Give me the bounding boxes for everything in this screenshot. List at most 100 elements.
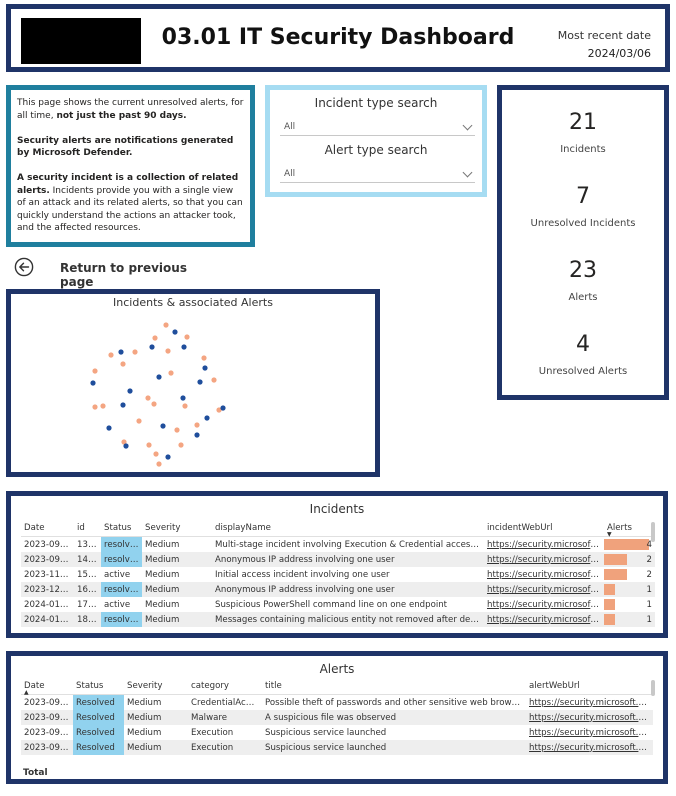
alert-node[interactable] <box>182 403 188 409</box>
alert-node[interactable] <box>178 442 184 448</box>
alert-node[interactable] <box>145 395 151 401</box>
alerts-column-header[interactable]: category <box>188 678 262 695</box>
incident-node[interactable] <box>127 388 133 394</box>
table-cell[interactable]: https://security.microsoft.com/incidents… <box>484 552 604 567</box>
alert-node[interactable] <box>121 439 127 445</box>
table-cell[interactable]: https://security.microsoft.com/alerts/1 <box>529 697 653 708</box>
incidents-column-header[interactable]: incidentWebUrl <box>484 520 604 537</box>
alert-node[interactable] <box>184 334 190 340</box>
table-row[interactable]: 2023-09-29 1428 resolved Medium Anonymous IP… <box>21 552 655 567</box>
incident-node[interactable] <box>149 344 155 350</box>
incidents-column-header[interactable]: Status <box>101 520 142 537</box>
header-banner: 03.01 IT Security Dashboard Most recent … <box>6 4 670 72</box>
incident-node[interactable] <box>106 425 112 431</box>
alert-node[interactable] <box>146 442 152 448</box>
incident-node[interactable] <box>120 402 126 408</box>
table-cell: 2023-12-15 <box>21 582 74 597</box>
alert-node[interactable] <box>136 418 142 424</box>
table-cell: 1428 <box>74 552 101 567</box>
alert-node[interactable] <box>163 322 169 328</box>
table-row[interactable]: 2024-01-12 1788 active Medium Suspicious Pow… <box>21 597 655 612</box>
table-cell: Medium <box>124 740 188 755</box>
kpi-incidents-value: 21 <box>569 110 597 135</box>
return-button[interactable]: Return to previous page <box>14 257 214 289</box>
alert-node[interactable] <box>92 368 98 374</box>
incidents-column-header[interactable]: Alerts ▼ <box>604 520 655 538</box>
incident-node[interactable] <box>172 329 178 335</box>
incident-node[interactable] <box>123 443 129 449</box>
incident-type-dropdown[interactable]: All <box>280 119 475 136</box>
incident-node[interactable] <box>194 432 200 438</box>
incident-node[interactable] <box>197 379 203 385</box>
alerts-column-header[interactable]: Severity <box>124 678 188 695</box>
incident-node[interactable] <box>202 365 208 371</box>
table-cell[interactable]: https://security.microsoft.com/incidents… <box>487 569 604 580</box>
alert-node[interactable] <box>100 403 106 409</box>
alerts-column-header[interactable]: Status <box>73 678 124 695</box>
table-cell: 2023-09-14 <box>21 740 73 755</box>
table-cell[interactable]: https://security.microsoft.com/alerts/2 <box>526 710 653 725</box>
alert-node[interactable] <box>201 355 207 361</box>
alert-node[interactable] <box>120 361 126 367</box>
chevron-down-icon <box>462 120 473 131</box>
table-cell: Possible theft of passwords and other se… <box>265 697 526 708</box>
table-row[interactable]: 2023-11-07 1529 active Medium Initial access… <box>21 567 655 582</box>
table-row[interactable]: 2024-01-17 1811 resolved Medium Messages con… <box>21 612 655 627</box>
alert-node[interactable] <box>153 451 159 457</box>
table-cell[interactable]: https://security.microsoft.com/alerts/3 <box>529 727 653 738</box>
alerts-column-header[interactable]: title <box>262 678 526 695</box>
alert-node[interactable] <box>152 335 158 341</box>
table-cell[interactable]: https://security.microsoft.com/incidents… <box>487 539 604 550</box>
alert-node[interactable] <box>216 407 222 413</box>
table-row[interactable]: 2023-09-14 Resolved Medium CredentialAccess… <box>21 694 653 710</box>
incidents-column-header[interactable]: Date <box>21 520 74 537</box>
incidents-column-header[interactable]: id <box>74 520 101 537</box>
incidents-column-header[interactable]: Severity <box>142 520 212 537</box>
incident-node[interactable] <box>160 423 166 429</box>
table-row[interactable]: 2023-09-14 Resolved Medium Malware A suspici… <box>21 710 653 725</box>
alert-node[interactable] <box>174 427 180 433</box>
alerts-count-cell: 1 <box>604 597 655 612</box>
table-cell[interactable]: https://security.microsoft.com/incidents… <box>484 612 604 627</box>
filter-panel: Incident type search All Alert type sear… <box>265 85 487 197</box>
alert-node[interactable] <box>151 401 157 407</box>
incident-node[interactable] <box>156 374 162 380</box>
alerts-scrollbar[interactable] <box>651 680 655 696</box>
most-recent-date-label: Most recent date <box>557 29 651 42</box>
incident-node[interactable] <box>180 395 186 401</box>
table-cell: Medium <box>142 612 212 627</box>
incident-node[interactable] <box>220 405 226 411</box>
incidents-scrollbar[interactable] <box>651 522 655 542</box>
incident-node[interactable] <box>165 454 171 460</box>
alert-node[interactable] <box>168 370 174 376</box>
incidents-column-header[interactable]: displayName <box>212 520 484 537</box>
alert-node[interactable] <box>194 422 200 428</box>
incident-node[interactable] <box>181 344 187 350</box>
table-cell: resolved <box>101 612 142 627</box>
alert-type-dropdown[interactable]: All <box>280 166 475 183</box>
alert-node[interactable] <box>92 404 98 410</box>
alert-node[interactable] <box>132 349 138 355</box>
incident-node[interactable] <box>118 349 124 355</box>
alert-node[interactable] <box>165 348 171 354</box>
table-row[interactable]: 2023-09-14 Resolved Medium Execution Suspici… <box>21 740 653 755</box>
table-cell: Medium <box>124 710 188 725</box>
alerts-column-header[interactable]: alertWebUrl <box>526 678 653 695</box>
incident-node[interactable] <box>90 380 96 386</box>
network-graph[interactable] <box>11 294 375 472</box>
return-label: Return to previous page <box>60 261 187 289</box>
table-cell[interactable]: https://security.microsoft.com/incidents… <box>484 582 604 597</box>
table-cell: Medium <box>142 552 212 567</box>
alert-node[interactable] <box>108 352 114 358</box>
table-row[interactable]: 2023-12-15 1659 resolved Medium Anonymous IP… <box>21 582 655 597</box>
alert-node[interactable] <box>156 461 162 467</box>
incident-node[interactable] <box>204 415 210 421</box>
table-cell: 1811 <box>74 612 101 627</box>
table-row[interactable]: 2023-09-14 1351 resolved Medium Multi-stage … <box>21 536 655 552</box>
alerts-column-header[interactable]: Date ▲ <box>21 678 73 696</box>
info-bold: A security incident is a collection of r… <box>17 173 239 196</box>
table-row[interactable]: 2023-09-14 Resolved Medium Execution Suspici… <box>21 725 653 740</box>
alert-node[interactable] <box>211 377 217 383</box>
table-cell[interactable]: https://security.microsoft.com/alerts/4 <box>526 740 653 755</box>
table-cell[interactable]: https://security.microsoft.com/incidents… <box>487 599 604 610</box>
